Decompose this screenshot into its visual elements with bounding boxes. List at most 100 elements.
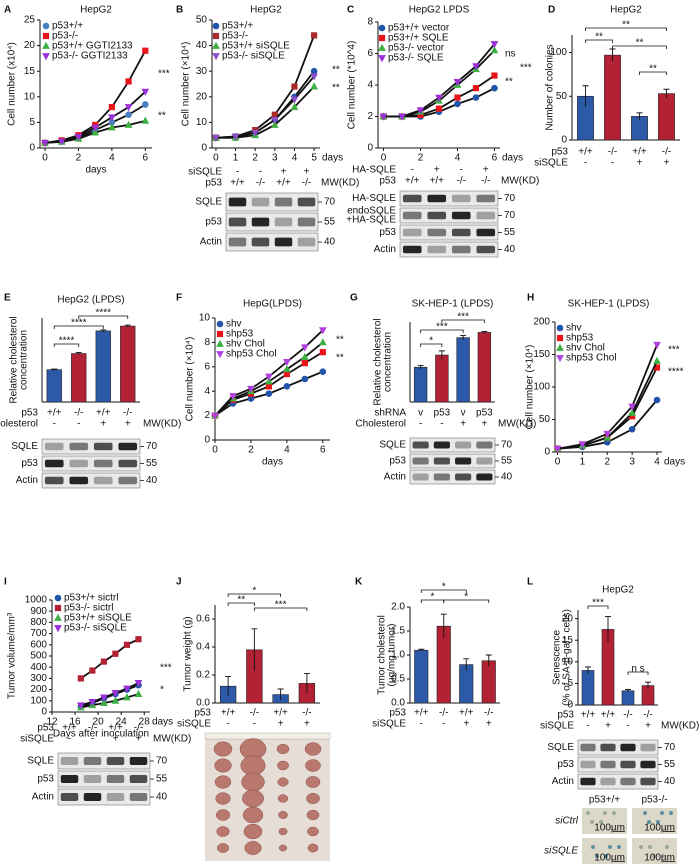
condition-value: - xyxy=(253,719,256,730)
marker xyxy=(435,94,443,102)
condition-value: + xyxy=(113,734,119,745)
y-tick-label: 900 xyxy=(30,606,47,617)
blot-band xyxy=(297,197,316,207)
y-tick-label: 30 xyxy=(196,66,208,77)
marker xyxy=(472,94,480,101)
blot-band xyxy=(93,476,113,485)
blot-label: SQLE xyxy=(547,742,574,753)
marker xyxy=(100,698,108,706)
x-tick-label: 0 xyxy=(42,153,48,164)
marker xyxy=(212,53,220,61)
blot-band xyxy=(451,245,471,254)
blot-band xyxy=(60,793,79,801)
blot-band xyxy=(274,197,293,207)
blot-band xyxy=(251,237,270,247)
series-line xyxy=(215,75,315,139)
bracket xyxy=(585,39,613,43)
condition-value: - xyxy=(91,734,94,745)
y-tick-label: 200 xyxy=(533,317,550,328)
x-axis-label: days xyxy=(262,457,283,468)
blot-band xyxy=(476,211,496,220)
blot-band xyxy=(402,211,422,220)
blot-band xyxy=(580,760,596,769)
condition-value: +/+ xyxy=(230,178,245,189)
blot-band xyxy=(433,473,450,481)
condition-label: siSQLE xyxy=(177,719,211,730)
marker xyxy=(628,408,636,416)
condition-value: - xyxy=(419,419,422,430)
marker xyxy=(42,32,50,40)
blot-band xyxy=(274,237,293,247)
tumor xyxy=(277,794,289,803)
blot-band xyxy=(580,777,596,786)
tumor xyxy=(305,776,321,788)
marker xyxy=(318,338,327,346)
marker xyxy=(54,594,62,602)
tumor xyxy=(277,777,289,787)
blot-band xyxy=(640,743,656,752)
bar xyxy=(631,116,648,141)
panel-letter: J xyxy=(176,577,182,588)
bracket xyxy=(587,605,609,609)
marker xyxy=(265,377,273,385)
condition-value: - xyxy=(442,719,445,730)
condition-value: - xyxy=(236,167,239,178)
x-tick-label: 2 xyxy=(604,457,610,468)
blot-band xyxy=(93,459,113,468)
condition-value: p53 xyxy=(434,408,451,419)
marker xyxy=(283,371,290,378)
mw-value: 70 xyxy=(664,742,676,753)
cell xyxy=(648,845,652,849)
condition-value: - xyxy=(411,165,414,176)
y-tick-label: 0 xyxy=(204,435,210,446)
condition-value: -/- xyxy=(662,147,671,158)
bracket xyxy=(443,599,490,603)
blot-band xyxy=(402,194,422,203)
marker xyxy=(89,667,96,674)
y-tick-label: 2 xyxy=(204,410,210,421)
blot-band xyxy=(129,775,148,783)
legend-label: shv Chol xyxy=(226,339,265,350)
error-bar xyxy=(645,681,651,690)
mw-value: 40 xyxy=(156,792,168,803)
condition-label: siSQLE xyxy=(20,734,54,745)
condition-value: + xyxy=(278,719,284,730)
series-line xyxy=(215,70,315,139)
y-tick-label: 25 xyxy=(24,15,36,26)
marker xyxy=(108,114,116,122)
y-tick-label: 800 xyxy=(30,617,47,628)
error-bar xyxy=(636,112,643,120)
blot-band xyxy=(118,476,138,485)
marker xyxy=(301,352,309,360)
y-tick-label: 0 xyxy=(367,143,373,154)
blot-band xyxy=(251,217,270,227)
significance: ** xyxy=(332,65,340,76)
panel-letter: G xyxy=(350,293,358,304)
y-tick-label: 10 xyxy=(196,117,208,128)
x-tick-label: 3 xyxy=(629,457,635,468)
panel-letter: D xyxy=(548,5,555,16)
tumor xyxy=(241,772,265,792)
y-tick-label: 10 xyxy=(562,656,574,667)
micrograph xyxy=(582,838,627,864)
marker xyxy=(265,390,273,397)
significance: **** xyxy=(95,308,111,319)
marker xyxy=(490,46,499,54)
legend-label: shp53 xyxy=(566,333,594,344)
error-bar xyxy=(485,654,492,667)
condition-value: p53 xyxy=(476,408,493,419)
x-tick-label: 5 xyxy=(311,153,317,164)
blot-label: SQLE xyxy=(379,440,406,451)
condition-label: p53 xyxy=(194,708,211,719)
blot-band xyxy=(297,237,316,247)
marker xyxy=(319,349,326,356)
mw-value: 40 xyxy=(501,472,513,483)
blot-band xyxy=(476,457,493,465)
cell xyxy=(608,845,612,849)
mw-value: 55 xyxy=(156,774,168,785)
condition-value: -/- xyxy=(134,723,143,734)
legend-label: p53-/- xyxy=(222,31,248,42)
significance: ** xyxy=(505,77,513,88)
condition-value: + xyxy=(460,419,466,430)
marker xyxy=(603,430,612,439)
